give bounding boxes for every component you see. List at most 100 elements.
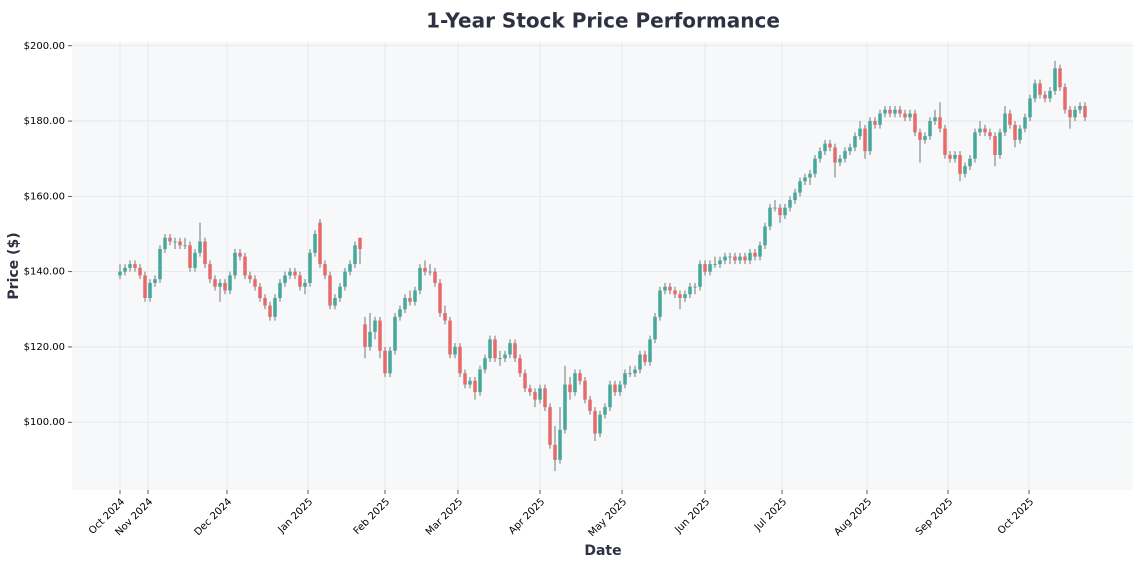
candle-body (148, 282, 152, 298)
candle-body (703, 264, 707, 272)
candle-body (928, 121, 932, 137)
candle-body (1003, 113, 1007, 133)
candle-body (523, 373, 527, 389)
candle-body (378, 320, 382, 351)
candle-body (168, 237, 172, 242)
candle-body (308, 252, 312, 283)
candle-body (1013, 124, 1017, 140)
candle-body (263, 298, 267, 306)
candle-body (438, 282, 442, 314)
candle-body (708, 264, 712, 272)
candle-body (638, 354, 642, 370)
candle-body (393, 316, 397, 351)
candle-body (728, 256, 732, 258)
candle-body (818, 151, 822, 159)
candle-body (553, 444, 557, 460)
x-tick-label: Jan 2025 (276, 496, 316, 536)
candle-body (753, 252, 757, 257)
x-tick-label: Apr 2025 (507, 496, 547, 536)
candle-body (303, 282, 307, 287)
candle-body (458, 346, 462, 374)
candle-body (163, 237, 167, 250)
candle-body (1083, 106, 1087, 118)
candle-body (643, 354, 647, 362)
candle-body (813, 158, 817, 174)
candle-body (988, 132, 992, 137)
candle-body (848, 147, 852, 152)
candle-body (593, 410, 597, 434)
candle-body (778, 207, 782, 216)
x-tick-label: Jul 2025 (752, 496, 789, 533)
candle-body (533, 392, 537, 400)
candle-body (688, 286, 692, 295)
candle-body (668, 286, 672, 291)
candle-body (543, 388, 547, 408)
candle-body (958, 154, 962, 174)
candle-body (383, 350, 387, 374)
candle-body (273, 298, 277, 317)
candle-body (963, 166, 967, 174)
candle-body (738, 256, 742, 261)
x-tick-label: Sep 2025 (914, 496, 955, 537)
candle-body (188, 245, 192, 268)
candle-body (743, 256, 747, 261)
candle-body (773, 207, 777, 209)
candle-body (698, 264, 702, 287)
candle-body (758, 245, 762, 257)
candle-body (138, 267, 142, 276)
candle-body (993, 136, 997, 155)
x-tick-label: Aug 2025 (832, 496, 874, 538)
candle-body (253, 279, 257, 287)
candle-body (408, 298, 412, 302)
candle-body (663, 286, 667, 291)
candle-body (208, 264, 212, 280)
candle-body (618, 384, 622, 393)
y-tick-label: $100.00 (24, 417, 65, 428)
x-tick-label: Oct 2025 (996, 496, 1036, 536)
candle-body (843, 151, 847, 159)
y-tick-label: $160.00 (24, 191, 65, 202)
candle-body (693, 286, 697, 288)
candle-body (508, 343, 512, 355)
candle-body (313, 234, 317, 253)
candle-body (248, 275, 252, 280)
candle-body (793, 192, 797, 201)
candle-body (1043, 94, 1047, 99)
candle-body (883, 109, 887, 114)
candle-body (913, 113, 917, 133)
candle-body (983, 128, 987, 133)
candle-body (488, 339, 492, 359)
candle-body (853, 136, 857, 148)
candle-body (338, 286, 342, 298)
candle-body (268, 305, 272, 317)
candle-body (198, 241, 202, 253)
candle-body (448, 320, 452, 355)
candle-body (678, 294, 682, 298)
y-tick-label: $120.00 (24, 342, 65, 353)
candle-body (748, 252, 752, 261)
candle-body (608, 384, 612, 408)
candle-body (1078, 106, 1082, 110)
candle-body (633, 369, 637, 374)
x-tick-label: Dec 2024 (193, 496, 235, 538)
candle-body (568, 384, 572, 393)
candle-body (628, 373, 632, 375)
candle-body (258, 286, 262, 298)
candle-body (128, 264, 132, 268)
candle-body (623, 373, 627, 385)
candle-body (653, 316, 657, 340)
candle-body (548, 407, 552, 445)
candle-body (133, 264, 137, 268)
candle-body (578, 373, 582, 381)
candle-body (658, 290, 662, 317)
y-tick-label: $200.00 (24, 41, 65, 52)
candle-body (648, 339, 652, 362)
candle-body (413, 290, 417, 302)
candle-body (193, 252, 197, 268)
candle-body (833, 147, 837, 163)
candle-body (348, 264, 352, 272)
candle-body (1048, 90, 1052, 99)
candle-body (863, 128, 867, 152)
candle-body (823, 143, 827, 152)
candle-body (1058, 68, 1062, 88)
